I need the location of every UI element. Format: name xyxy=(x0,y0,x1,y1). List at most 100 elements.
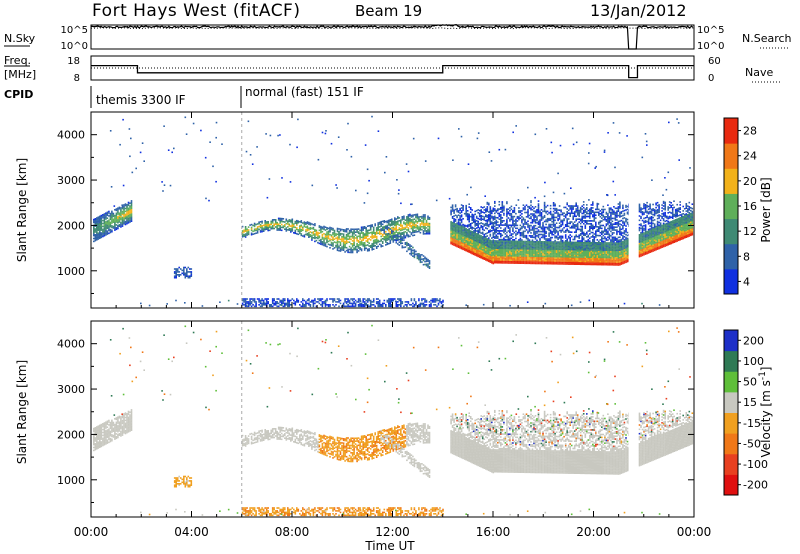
power-cell xyxy=(351,240,354,242)
power-cell xyxy=(579,263,582,266)
power-cell xyxy=(462,235,464,237)
power-cell xyxy=(406,229,408,231)
power-cell xyxy=(533,240,535,243)
power-cell xyxy=(314,234,316,237)
power-cell xyxy=(613,240,615,243)
power-cell xyxy=(608,255,611,257)
power-cell xyxy=(492,222,495,224)
power-cell xyxy=(530,201,532,204)
power-cell xyxy=(566,254,568,257)
power-cell xyxy=(422,222,425,225)
power-cell xyxy=(308,223,310,225)
power-cell xyxy=(410,245,413,247)
power-cell xyxy=(566,245,568,248)
power-cell xyxy=(112,225,115,228)
power-cell xyxy=(99,222,101,225)
power-cell xyxy=(616,213,618,215)
power-cell xyxy=(294,226,297,229)
power-cell xyxy=(527,230,529,233)
power-cell xyxy=(610,248,612,250)
power-cell xyxy=(494,216,496,219)
power-cell xyxy=(360,229,363,231)
power-cell xyxy=(354,245,357,248)
power-cell xyxy=(412,227,414,230)
power-cell xyxy=(536,230,538,233)
power-cell xyxy=(457,242,460,244)
power-cell xyxy=(617,222,620,224)
power-cell xyxy=(533,255,535,257)
power-cell xyxy=(336,249,339,252)
power-cell xyxy=(380,220,382,223)
power-cell xyxy=(548,245,550,248)
power-cell xyxy=(537,203,540,205)
power-cell xyxy=(497,241,499,244)
power-cell xyxy=(451,205,454,208)
power-cell xyxy=(531,242,534,244)
power-cell xyxy=(472,252,475,254)
power-cell xyxy=(321,238,324,240)
power-cell xyxy=(416,222,419,224)
power-cell xyxy=(543,262,546,265)
power-cell xyxy=(404,235,407,237)
power-cell xyxy=(398,228,401,231)
power-cell xyxy=(326,240,328,242)
power-cell xyxy=(451,217,454,219)
power-cell xyxy=(589,257,591,260)
power-cell xyxy=(613,256,615,259)
power-cell xyxy=(558,218,561,220)
power-cell xyxy=(424,214,426,216)
power-cell xyxy=(533,224,535,227)
power-cell xyxy=(619,245,621,247)
power-cell xyxy=(569,260,571,262)
power-cell xyxy=(270,227,272,230)
power-cell xyxy=(607,236,609,238)
power-cell xyxy=(495,248,498,251)
power-cell xyxy=(406,221,408,224)
power-cell xyxy=(244,226,247,228)
power-cell xyxy=(285,227,288,229)
power-cell xyxy=(186,269,188,272)
power-cell xyxy=(564,240,567,242)
power-cell xyxy=(527,250,529,253)
power-cell xyxy=(481,246,484,248)
power-cell xyxy=(308,233,310,236)
power-cell xyxy=(103,221,106,224)
power-cell xyxy=(264,224,266,226)
power-cell xyxy=(460,243,463,245)
power-cell xyxy=(471,228,473,230)
power-cell xyxy=(480,242,482,245)
power-cell xyxy=(567,235,570,238)
power-cell xyxy=(549,229,552,232)
power-cell xyxy=(525,262,528,265)
freq-tick-bottom: 8 xyxy=(74,73,80,84)
power-cell xyxy=(516,227,519,230)
power-cell xyxy=(530,261,532,263)
power-cell xyxy=(611,264,614,266)
power-cell xyxy=(353,228,355,231)
power-cell xyxy=(546,260,549,262)
power-cell xyxy=(602,258,605,260)
power-cell xyxy=(586,244,588,247)
power-cell xyxy=(413,224,416,226)
power-cell xyxy=(495,211,498,213)
power-cell xyxy=(616,239,618,241)
power-cell xyxy=(466,244,469,247)
power-cell xyxy=(338,235,340,237)
power-cell xyxy=(466,215,469,218)
power-cell xyxy=(129,214,131,216)
power-cell xyxy=(483,239,486,242)
power-cell xyxy=(619,258,621,260)
power-cell xyxy=(551,223,553,226)
power-cell xyxy=(525,249,528,251)
power-cell xyxy=(392,223,395,226)
power-cell xyxy=(625,248,627,250)
power-cell xyxy=(375,240,378,242)
power-cell xyxy=(567,247,570,249)
power-cell xyxy=(471,231,473,233)
power-cell xyxy=(344,236,346,239)
power-cell xyxy=(554,204,556,207)
power-cell xyxy=(554,209,556,211)
power-cell xyxy=(533,227,535,230)
power-cell xyxy=(454,220,457,222)
power-cell xyxy=(498,244,501,247)
